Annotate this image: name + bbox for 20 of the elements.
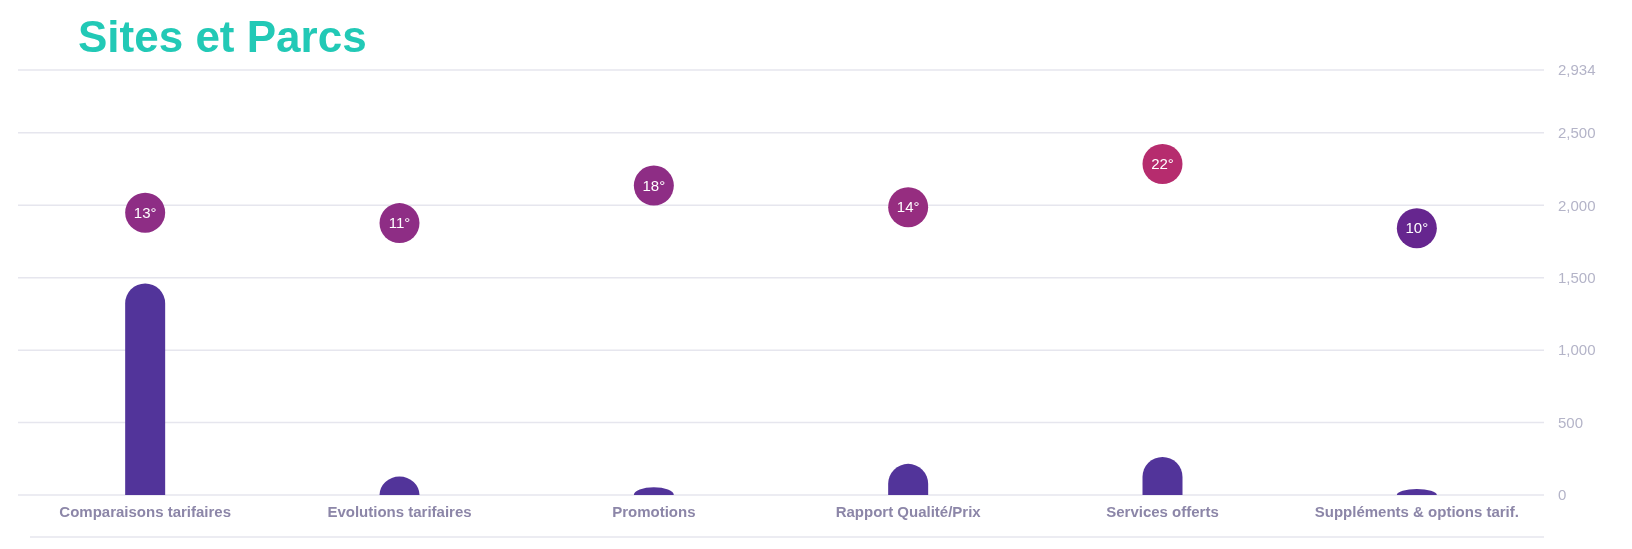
y-tick-label: 1,000	[1558, 341, 1596, 359]
x-tick-label: Services offerts	[1106, 503, 1219, 520]
y-tick-label: 2,000	[1558, 196, 1596, 214]
annotation: 13°	[133, 203, 157, 221]
annotation: 11°	[388, 214, 411, 232]
x-tick-label: Comparaisons tarifaires	[59, 503, 232, 520]
y-tick-label: 0	[1558, 486, 1567, 504]
annotation: 22°	[1151, 155, 1174, 173]
x-tick-label: Rapport Qualité/Prix	[835, 503, 982, 520]
annotation: 14°	[896, 198, 920, 216]
chart-title: Sites et Parcs	[78, 12, 367, 61]
annotation: 18°	[642, 176, 666, 194]
y-tick-label: 1,500	[1558, 268, 1596, 286]
x-tick-label: Promotions	[612, 503, 696, 520]
y-tick-label: 500	[1558, 413, 1584, 431]
x-tick-label: Suppléments & options tarif.	[1314, 503, 1519, 520]
x-tick-label: Evolutions tarifaires	[327, 503, 472, 520]
y-tick-label: 2,500	[1558, 124, 1596, 142]
y-tick-label: 2,934	[1558, 61, 1596, 79]
annotation: 10°	[1405, 219, 1429, 237]
